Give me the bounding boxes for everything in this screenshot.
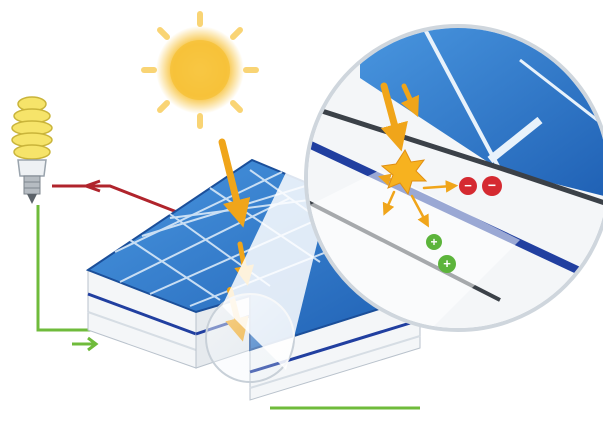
light-bulb-icon (11, 96, 53, 204)
sun-icon (141, 11, 259, 129)
electron-icon: − (459, 177, 477, 195)
red-wire-arrow (81, 179, 101, 193)
hole-icon: + (426, 234, 442, 250)
hole-symbol: + (443, 256, 451, 271)
electron-symbol: − (488, 177, 496, 193)
red-wire (52, 184, 183, 216)
electron-symbol: − (464, 178, 472, 193)
green-wire-arrow (72, 336, 99, 352)
hole-icon: + (438, 255, 456, 273)
hole-symbol: + (430, 235, 437, 249)
photon-impact-burst (380, 148, 428, 196)
electron-icon: − (482, 176, 502, 196)
green-wire (36, 205, 110, 332)
sunlight-arrow (377, 82, 459, 228)
